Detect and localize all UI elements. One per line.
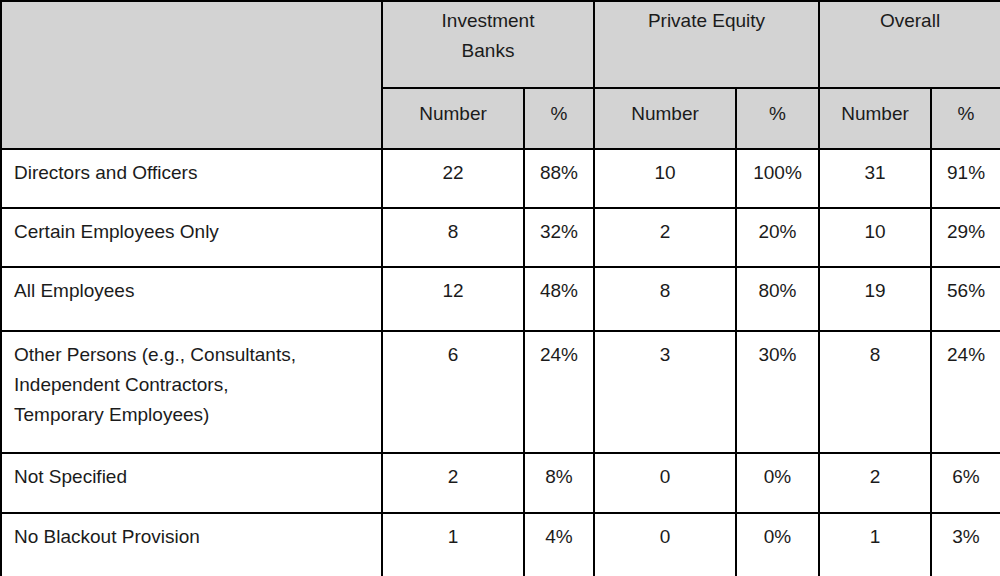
row-label-cell: Other Persons (e.g., Consultants, Indepe… [1,331,382,453]
value-cell: 1 [819,513,931,576]
value-cell: 2 [382,453,524,513]
value-cell: 3 [594,331,736,453]
value-cell: 24% [931,331,1000,453]
value-cell: 24% [524,331,594,453]
value-cell: 31 [819,149,931,208]
value-cell: 2 [819,453,931,513]
group-header-private-equity: Private Equity [594,1,819,88]
value-cell: 0 [594,453,736,513]
row-label-cell: All Employees [1,267,382,331]
table-row: No Blackout Provision 1 4% 0 0% 1 3% [1,513,1000,576]
value-cell: 22 [382,149,524,208]
col-header-ib-percent: % [524,88,594,149]
value-cell: 8 [594,267,736,331]
value-cell: 10 [594,149,736,208]
value-cell: 4% [524,513,594,576]
col-header-overall-number: Number [819,88,931,149]
value-cell: 3% [931,513,1000,576]
value-cell: 56% [931,267,1000,331]
group-header-row: Investment Banks Private Equity Overall [1,1,1000,88]
value-cell: 0% [736,513,819,576]
group-header-overall: Overall [819,1,1000,88]
value-cell: 88% [524,149,594,208]
row-label-cell: No Blackout Provision [1,513,382,576]
corner-cell [1,1,382,149]
value-cell: 0 [594,513,736,576]
value-cell: 1 [382,513,524,576]
table-row: Certain Employees Only 8 32% 2 20% 10 29… [1,208,1000,267]
value-cell: 20% [736,208,819,267]
value-cell: 32% [524,208,594,267]
row-label-cell: Directors and Officers [1,149,382,208]
value-cell: 80% [736,267,819,331]
value-cell: 8 [819,331,931,453]
row-label-cell: Not Specified [1,453,382,513]
group-header-investment-banks: Investment Banks [382,1,594,88]
col-header-pe-percent: % [736,88,819,149]
document-page: Investment Banks Private Equity Overall … [0,0,1000,576]
table-row: Not Specified 2 8% 0 0% 2 6% [1,453,1000,513]
value-cell: 6 [382,331,524,453]
value-cell: 48% [524,267,594,331]
table-row: Directors and Officers 22 88% 10 100% 31… [1,149,1000,208]
value-cell: 19 [819,267,931,331]
value-cell: 10 [819,208,931,267]
value-cell: 29% [931,208,1000,267]
value-cell: 8% [524,453,594,513]
value-cell: 12 [382,267,524,331]
col-header-overall-percent: % [931,88,1000,149]
col-header-pe-number: Number [594,88,736,149]
value-cell: 30% [736,331,819,453]
blackout-provision-table: Investment Banks Private Equity Overall … [0,0,1000,576]
value-cell: 91% [931,149,1000,208]
value-cell: 100% [736,149,819,208]
value-cell: 0% [736,453,819,513]
value-cell: 2 [594,208,736,267]
col-header-ib-number: Number [382,88,524,149]
row-label-cell: Certain Employees Only [1,208,382,267]
table-row: Other Persons (e.g., Consultants, Indepe… [1,331,1000,453]
value-cell: 6% [931,453,1000,513]
value-cell: 8 [382,208,524,267]
table-row: All Employees 12 48% 8 80% 19 56% [1,267,1000,331]
